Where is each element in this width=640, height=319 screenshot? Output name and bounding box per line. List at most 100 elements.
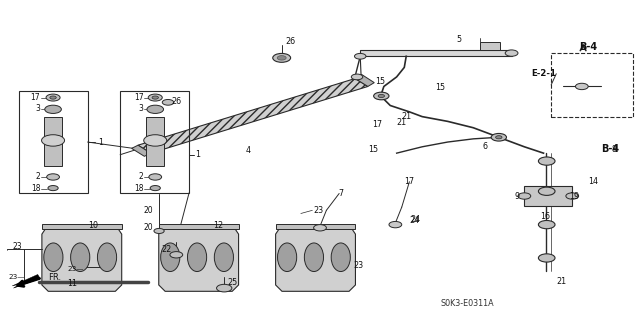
Text: 18: 18 — [31, 184, 40, 193]
Circle shape — [47, 174, 60, 180]
Circle shape — [163, 100, 173, 105]
Text: 14: 14 — [588, 177, 598, 186]
Circle shape — [216, 284, 232, 292]
Circle shape — [538, 157, 555, 165]
Circle shape — [538, 187, 555, 196]
Text: 17: 17 — [404, 177, 415, 186]
Circle shape — [144, 135, 167, 146]
Text: 10: 10 — [88, 221, 99, 230]
Text: 17: 17 — [134, 93, 144, 102]
Text: 23: 23 — [353, 261, 364, 271]
Bar — [147, 117, 164, 166]
Text: B-4: B-4 — [602, 144, 620, 154]
Circle shape — [538, 254, 555, 262]
Polygon shape — [355, 74, 374, 86]
Text: 19: 19 — [569, 191, 579, 201]
Circle shape — [495, 136, 502, 139]
Circle shape — [273, 53, 291, 62]
Polygon shape — [524, 187, 572, 205]
Text: 9: 9 — [514, 191, 519, 201]
Text: 21: 21 — [397, 117, 407, 127]
Text: 8: 8 — [611, 145, 616, 154]
Circle shape — [42, 135, 65, 146]
Text: 7: 7 — [339, 189, 344, 198]
Circle shape — [538, 220, 555, 229]
Circle shape — [355, 53, 366, 59]
Text: 26: 26 — [172, 97, 181, 106]
Text: 11: 11 — [67, 279, 77, 288]
Circle shape — [374, 92, 389, 100]
Polygon shape — [132, 145, 151, 156]
Text: S0K3-E0311A: S0K3-E0311A — [440, 299, 493, 308]
Circle shape — [46, 94, 60, 101]
Text: 3: 3 — [139, 104, 144, 113]
Circle shape — [148, 94, 163, 101]
Polygon shape — [12, 274, 40, 288]
Bar — [42, 224, 122, 229]
Text: 17: 17 — [372, 120, 383, 129]
Text: 23—: 23— — [68, 266, 84, 272]
Text: 2: 2 — [36, 173, 40, 182]
Text: E-2-1: E-2-1 — [531, 69, 556, 78]
Circle shape — [277, 56, 286, 60]
Circle shape — [154, 228, 164, 234]
Text: 26: 26 — [285, 37, 295, 46]
Ellipse shape — [278, 243, 297, 271]
Circle shape — [566, 193, 579, 199]
Text: B-4: B-4 — [579, 42, 597, 52]
Circle shape — [50, 96, 56, 99]
Text: 23—: 23— — [8, 274, 25, 280]
Polygon shape — [276, 229, 355, 291]
Text: 4: 4 — [246, 146, 251, 155]
Ellipse shape — [331, 243, 350, 271]
Text: 17: 17 — [31, 93, 40, 102]
Bar — [19, 91, 88, 193]
Circle shape — [48, 186, 58, 191]
Polygon shape — [138, 78, 368, 153]
Text: 2: 2 — [139, 173, 144, 182]
Text: 22: 22 — [161, 245, 172, 254]
Polygon shape — [42, 229, 122, 291]
Bar — [159, 224, 239, 229]
Text: 23: 23 — [12, 242, 22, 251]
Ellipse shape — [44, 243, 63, 271]
Text: 21: 21 — [556, 277, 566, 286]
Ellipse shape — [188, 243, 207, 271]
Text: 3: 3 — [35, 104, 40, 113]
Ellipse shape — [70, 243, 90, 271]
Circle shape — [149, 174, 162, 180]
Text: 16: 16 — [540, 211, 550, 220]
Text: 15: 15 — [376, 77, 386, 86]
Text: 12: 12 — [212, 221, 223, 230]
Bar — [276, 224, 355, 229]
Circle shape — [314, 225, 326, 231]
Bar — [120, 91, 189, 193]
Text: 6: 6 — [483, 142, 487, 151]
Text: 20: 20 — [143, 223, 153, 232]
Text: 1: 1 — [98, 137, 103, 146]
Polygon shape — [479, 42, 500, 50]
Ellipse shape — [214, 243, 234, 271]
Text: 5: 5 — [457, 35, 462, 44]
Ellipse shape — [97, 243, 116, 271]
Circle shape — [491, 133, 506, 141]
Circle shape — [575, 83, 588, 90]
Circle shape — [505, 50, 518, 56]
Text: 15: 15 — [368, 145, 378, 154]
Circle shape — [152, 96, 159, 99]
Text: 23: 23 — [314, 206, 324, 215]
Circle shape — [389, 221, 402, 228]
Circle shape — [351, 74, 363, 80]
Text: 24: 24 — [411, 215, 421, 224]
Circle shape — [518, 193, 531, 199]
Text: 18: 18 — [134, 184, 144, 193]
Text: 20: 20 — [143, 206, 153, 215]
Ellipse shape — [305, 243, 323, 271]
Circle shape — [378, 94, 385, 98]
Text: 25: 25 — [227, 278, 237, 287]
Bar — [44, 117, 62, 166]
Circle shape — [150, 186, 161, 191]
Text: 21: 21 — [401, 112, 412, 121]
Polygon shape — [159, 229, 239, 291]
Text: 1: 1 — [195, 150, 200, 159]
